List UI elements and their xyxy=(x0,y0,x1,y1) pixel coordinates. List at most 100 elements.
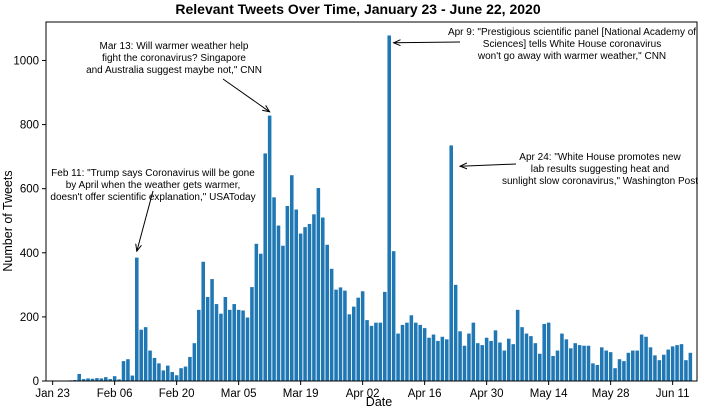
y-tick-label: 200 xyxy=(20,312,39,324)
bar xyxy=(152,357,157,381)
bar xyxy=(77,373,81,381)
bar xyxy=(520,327,524,381)
bar xyxy=(166,365,170,381)
bar xyxy=(179,368,183,381)
bar xyxy=(595,364,600,381)
bar xyxy=(325,244,329,381)
bar xyxy=(298,233,303,381)
x-tick-label: Jun 11 xyxy=(656,388,690,400)
bar xyxy=(480,345,484,381)
bar xyxy=(436,340,440,381)
bar xyxy=(108,379,112,381)
x-axis-label: Date xyxy=(366,395,392,409)
bar xyxy=(228,309,232,381)
bar xyxy=(285,205,290,381)
annotation-text: Apr 9: "Prestigious scientific panel [Na… xyxy=(448,27,696,62)
bar xyxy=(81,379,86,381)
bar xyxy=(396,333,400,381)
bar xyxy=(267,115,272,381)
bar xyxy=(294,209,298,381)
bar xyxy=(121,361,126,381)
x-tick-label: Mar 05 xyxy=(221,388,257,400)
bar xyxy=(569,348,573,381)
bar xyxy=(343,290,347,381)
x-tick-label: Apr 30 xyxy=(470,388,504,400)
bar xyxy=(276,225,281,381)
bar xyxy=(135,257,139,381)
x-tick-label: Feb 20 xyxy=(159,388,195,400)
bar xyxy=(352,306,356,381)
bar xyxy=(369,325,374,381)
bar xyxy=(214,304,219,381)
x-tick-label: Apr 16 xyxy=(408,388,442,400)
bar xyxy=(546,322,551,381)
bar xyxy=(112,376,117,381)
bar xyxy=(90,378,95,381)
bar xyxy=(409,315,414,381)
bar xyxy=(303,227,307,381)
x-tick-label: Apr 02 xyxy=(346,388,380,400)
bar xyxy=(476,343,480,381)
annotation-arrow xyxy=(394,42,461,43)
x-tick-label: May 14 xyxy=(530,388,568,400)
bar xyxy=(577,345,582,381)
bar xyxy=(524,333,529,381)
bar xyxy=(405,322,409,381)
bar xyxy=(183,366,188,381)
y-tick-label: 400 xyxy=(20,248,39,260)
bar xyxy=(418,324,422,381)
bar xyxy=(201,261,205,381)
bar xyxy=(170,372,174,381)
bar xyxy=(104,377,108,381)
bar xyxy=(245,317,250,381)
bar xyxy=(223,297,228,381)
bar xyxy=(250,287,254,381)
bar xyxy=(507,338,511,381)
bar xyxy=(582,345,586,381)
bar xyxy=(458,331,462,381)
bar xyxy=(316,188,321,381)
y-tick-label: 800 xyxy=(20,120,39,132)
annotation-text: Apr 24: "White House promotes new lab res… xyxy=(502,152,698,187)
bar xyxy=(391,251,396,381)
bar xyxy=(440,336,445,381)
bar xyxy=(95,378,99,381)
bar xyxy=(387,35,391,382)
bar xyxy=(489,340,493,381)
annotation-arrow xyxy=(460,164,517,166)
bar xyxy=(604,350,608,381)
bar xyxy=(600,347,604,381)
bar xyxy=(453,284,458,381)
annotation-arrow xyxy=(137,190,154,251)
bar xyxy=(139,329,143,381)
bar xyxy=(622,361,626,381)
bar xyxy=(347,314,352,381)
bar xyxy=(197,309,201,381)
bar xyxy=(626,352,631,381)
bar xyxy=(573,343,577,381)
bar xyxy=(431,334,436,381)
bar xyxy=(130,375,135,381)
annotation-text: Feb 11: "Trump says Coronavirus will be … xyxy=(50,168,255,203)
bar xyxy=(675,345,679,381)
bar xyxy=(232,304,236,381)
bar xyxy=(493,330,498,381)
bar xyxy=(312,214,316,381)
bar xyxy=(449,145,453,381)
bar xyxy=(321,217,325,381)
bar xyxy=(378,322,383,381)
bar xyxy=(422,328,427,381)
bar xyxy=(538,353,542,381)
bar xyxy=(400,324,405,381)
bar xyxy=(148,350,152,381)
bar xyxy=(99,378,104,381)
bar xyxy=(117,379,121,381)
bar xyxy=(502,350,507,381)
bar xyxy=(272,197,276,381)
bar xyxy=(631,350,635,381)
bar xyxy=(471,322,476,381)
bar xyxy=(591,363,595,381)
bar xyxy=(662,354,666,381)
y-tick-label: 1000 xyxy=(13,55,39,67)
